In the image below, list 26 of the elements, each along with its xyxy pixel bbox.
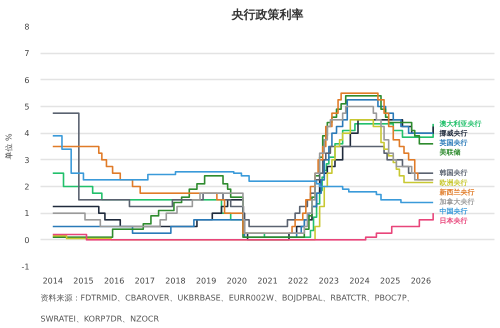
- x-tick-label: 2019: [196, 276, 216, 286]
- x-tick-label: 2022: [288, 276, 308, 286]
- y-tick-label: -1: [22, 262, 30, 272]
- x-tick-label: 2020: [226, 276, 248, 286]
- y-tick-label: 4: [24, 129, 30, 138]
- y-tick-label: 1: [24, 209, 30, 218]
- text: 资料来源：FDTRMID、CBAROVER、UKBRBASE、EURR002W、BOJDPBAL、RBATCTR、PBOC7P、SWRATEI、KORP7DR、NZOCR: [40, 294, 415, 324]
- y-axis-title: 单位 %: [4, 133, 14, 160]
- x-tick-label: 2018: [165, 276, 186, 286]
- y-tick-label: 2: [24, 182, 30, 192]
- y-tick-label: 5: [24, 102, 30, 112]
- x-tick-label: 2016: [104, 276, 124, 286]
- x-tick-label: 2023: [318, 276, 340, 286]
- y-tick-label: 7: [24, 49, 30, 58]
- chart-title: 央行政策利率: [232, 8, 304, 22]
- x-tick-label: 2014: [42, 276, 63, 286]
- x-tick-label: 2024: [349, 276, 370, 286]
- y-tick-label: 8: [24, 22, 30, 32]
- x-tick-label: 2017: [134, 276, 155, 286]
- y-tick-label: 0: [24, 236, 30, 245]
- y-tick-label: 3: [24, 156, 30, 165]
- y-tick-label: 6: [24, 76, 30, 85]
- x-tick-label: 2015: [73, 276, 94, 286]
- x-tick-label: 2025: [380, 276, 400, 286]
- x-tick-label: 2026: [410, 276, 432, 286]
- x-tick-label: 2021: [257, 276, 278, 286]
